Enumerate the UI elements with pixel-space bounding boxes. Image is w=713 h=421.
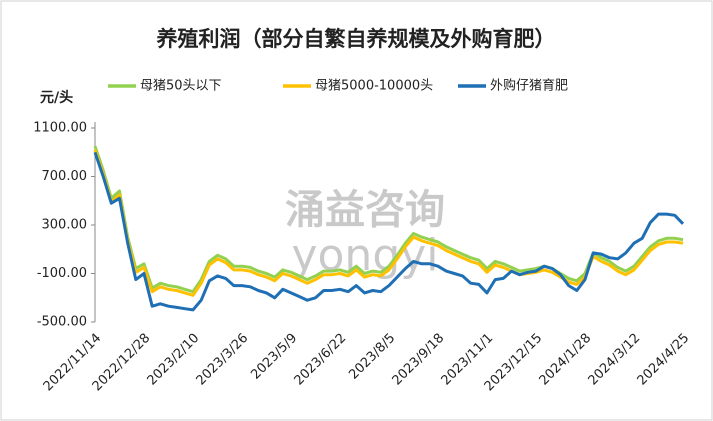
y-tick-label: 300.00 bbox=[42, 218, 88, 233]
y-axis-label: 元/头 bbox=[40, 89, 73, 106]
watermark: 涌益咨询 bbox=[285, 187, 445, 233]
y-tick-label: -100.00 bbox=[37, 266, 87, 281]
chart-title: 养殖利润（部分自繁自养规模及外购育肥） bbox=[156, 27, 556, 51]
y-tick-label: 1100.00 bbox=[33, 121, 87, 136]
series-line bbox=[93, 151, 685, 312]
y-tick-label: -500.00 bbox=[37, 315, 87, 330]
y-tick-label: 700.00 bbox=[42, 169, 88, 184]
legend-label: 外购仔猪育肥 bbox=[490, 78, 568, 94]
legend-label: 母猪5000-10000头 bbox=[315, 79, 433, 94]
legend-label: 母猪50头以下 bbox=[140, 79, 222, 94]
